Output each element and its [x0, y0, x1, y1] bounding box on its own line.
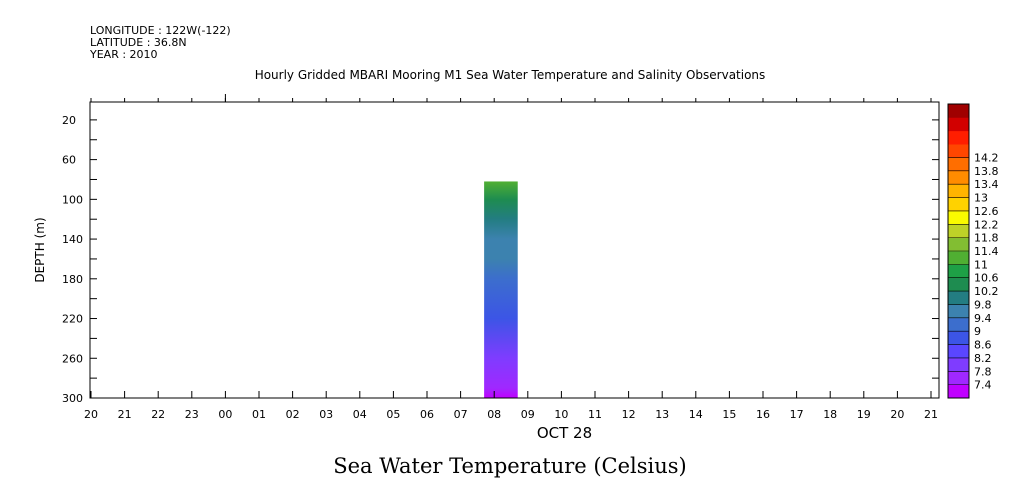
colorbar-segment [948, 104, 969, 118]
colorbar-segment [948, 197, 969, 212]
colorbar-label: 13.4 [974, 178, 999, 191]
colorbar-segment [948, 277, 969, 292]
x-tick-label: 23 [185, 408, 199, 421]
x-tick-label: 21 [118, 408, 132, 421]
x-tick-label: 05 [386, 408, 400, 421]
chart-title: Hourly Gridded MBARI Mooring M1 Sea Wate… [254, 68, 766, 82]
x-tick-label: 08 [487, 408, 501, 421]
y-tick-label: 180 [62, 273, 83, 286]
colorbar-label: 8.2 [974, 352, 992, 365]
colorbar-label: 13 [974, 192, 988, 205]
colorbar-label: 9.8 [974, 298, 992, 311]
colorbar-segment [948, 291, 969, 305]
latitude-label: LATITUDE : 36.8N [90, 36, 187, 49]
colorbar-label: 8.6 [974, 339, 992, 352]
x-tick-label: 00 [218, 408, 232, 421]
x-tick-label: 20 [890, 408, 904, 421]
colorbar-segment [948, 317, 969, 332]
x-tick-label: 11 [588, 408, 602, 421]
colorbar-segment [948, 144, 969, 158]
y-tick-label: 140 [62, 233, 83, 246]
colorbar-segment [948, 331, 969, 345]
colorbar-label: 9.4 [974, 312, 992, 325]
y-tick-label: 20 [62, 114, 76, 127]
colorbar-label: 10.2 [974, 285, 999, 298]
colorbar-segment [948, 264, 969, 279]
x-tick-label: 03 [319, 408, 333, 421]
colorbar-label: 14.2 [974, 151, 999, 164]
y-axis-label: DEPTH (m) [33, 217, 47, 282]
colorbar-segment [948, 184, 969, 198]
x-tick-label: 22 [151, 408, 165, 421]
colorbar-segment [948, 157, 969, 172]
colorbar-label: 12.2 [974, 218, 999, 231]
x-axis-label: OCT 28 [537, 424, 592, 442]
colorbar-label: 10.6 [974, 272, 999, 285]
temperature-column [484, 181, 518, 398]
x-tick-label: 18 [823, 408, 837, 421]
colorbar-label: 7.4 [974, 379, 992, 392]
colorbar-segment [948, 237, 969, 252]
data-layer [484, 181, 518, 398]
plot-frame [89, 101, 940, 399]
year-label: YEAR : 2010 [90, 48, 158, 61]
x-tick-label: 13 [655, 408, 669, 421]
colorbar-segment [948, 224, 969, 239]
colorbar-label: 9 [974, 325, 981, 338]
colorbar-label: 11.8 [974, 232, 999, 245]
colorbar-label: 13.8 [974, 165, 999, 178]
x-tick-label: 15 [722, 408, 736, 421]
y-tick-label: 60 [62, 154, 76, 167]
colorbar-segment [948, 130, 969, 145]
colorbar-label: 7.8 [974, 365, 992, 378]
colorbar-segment [948, 344, 969, 359]
y-tick-label: 100 [62, 193, 83, 206]
colorbar-segment [948, 357, 969, 372]
x-tick-label: 14 [689, 408, 703, 421]
x-tick-label: 12 [622, 408, 636, 421]
x-tick-label: 04 [353, 408, 367, 421]
x-tick-label: 17 [790, 408, 804, 421]
colorbar-segment [948, 117, 969, 132]
x-tick-label: 16 [756, 408, 770, 421]
y-tick-label: 300 [62, 392, 83, 405]
longitude-label: LONGITUDE : 122W(-122) [90, 24, 231, 37]
x-tick-label: 02 [286, 408, 300, 421]
x-tick-label: 09 [521, 408, 535, 421]
colorbar-segment [948, 210, 969, 225]
y-tick-label: 220 [62, 313, 83, 326]
axes-layer: 20 21 22 23 00 01 02 03 04 05 06 07 08 09 10 11 12 13 14 15… [62, 94, 939, 421]
x-tick-label: 21 [924, 408, 938, 421]
x-tick-label: 10 [554, 408, 568, 421]
x-tick-label: 06 [420, 408, 434, 421]
bottom-title: Sea Water Temperature (Celsius) [333, 454, 687, 478]
colorbar-label: 11 [974, 258, 988, 271]
x-tick-label: 19 [857, 408, 871, 421]
x-tick-label: 01 [252, 408, 266, 421]
colorbar-segment [948, 251, 969, 265]
colorbar-segment [948, 371, 969, 386]
x-tick-label: 07 [454, 408, 468, 421]
colorbar-segment [948, 304, 969, 319]
colorbar-segment [948, 170, 969, 185]
x-tick-label: 20 [84, 408, 98, 421]
y-tick-label: 260 [62, 352, 83, 365]
colorbar: 7.47.88.28.699.49.810.210.61111.411.812.… [947, 103, 999, 399]
colorbar-label: 11.4 [974, 245, 999, 258]
colorbar-label: 12.6 [974, 205, 999, 218]
colorbar-segment [948, 384, 969, 399]
